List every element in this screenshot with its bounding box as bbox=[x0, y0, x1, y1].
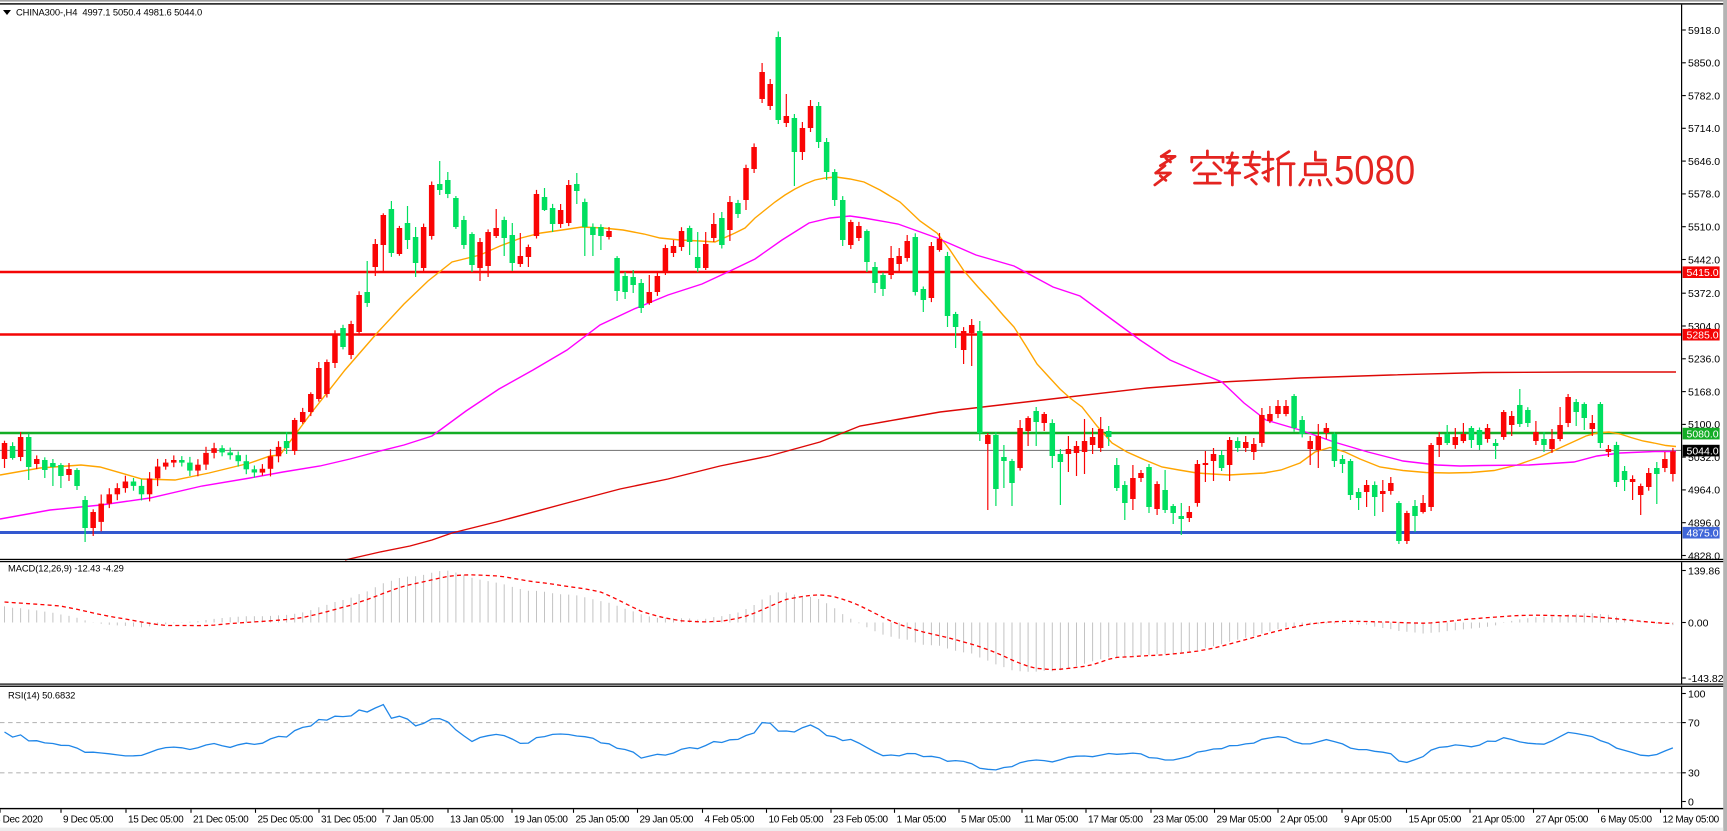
svg-text:5 Mar 05:00: 5 Mar 05:00 bbox=[961, 814, 1011, 825]
svg-text:21 Dec 05:00: 21 Dec 05:00 bbox=[193, 814, 249, 825]
svg-text:6 May 05:00: 6 May 05:00 bbox=[1601, 814, 1653, 825]
svg-text:17 Mar 05:00: 17 Mar 05:00 bbox=[1088, 814, 1144, 825]
svg-text:4828.0: 4828.0 bbox=[1688, 550, 1720, 562]
svg-text:10 Feb 05:00: 10 Feb 05:00 bbox=[769, 814, 825, 825]
svg-text:5168.0: 5168.0 bbox=[1688, 386, 1720, 398]
svg-text:3 Dec 2020: 3 Dec 2020 bbox=[0, 814, 43, 825]
svg-text:5782.0: 5782.0 bbox=[1688, 90, 1720, 102]
svg-text:30: 30 bbox=[1688, 768, 1700, 780]
svg-text:11 Mar 05:00: 11 Mar 05:00 bbox=[1024, 814, 1079, 825]
svg-text:25 Dec 05:00: 25 Dec 05:00 bbox=[258, 814, 314, 825]
svg-text:5442.0: 5442.0 bbox=[1688, 254, 1720, 266]
svg-text:7 Jan 05:00: 7 Jan 05:00 bbox=[385, 814, 434, 825]
svg-text:-143.82: -143.82 bbox=[1688, 673, 1724, 685]
svg-text:4964.0: 4964.0 bbox=[1688, 485, 1720, 497]
svg-text:4 Feb 05:00: 4 Feb 05:00 bbox=[705, 814, 755, 825]
svg-text:31 Dec 05:00: 31 Dec 05:00 bbox=[321, 814, 377, 825]
svg-text:5080: 5080 bbox=[1334, 148, 1415, 193]
svg-text:29 Mar 05:00: 29 Mar 05:00 bbox=[1217, 814, 1273, 825]
svg-text:5044.0: 5044.0 bbox=[1687, 445, 1719, 457]
svg-text:4875.0: 4875.0 bbox=[1687, 528, 1719, 540]
svg-text:5850.0: 5850.0 bbox=[1688, 58, 1720, 70]
svg-text:0.00: 0.00 bbox=[1688, 617, 1709, 629]
svg-text:12 May 05:00: 12 May 05:00 bbox=[1663, 814, 1720, 825]
svg-text:1 Mar 05:00: 1 Mar 05:00 bbox=[897, 814, 947, 825]
svg-text:70: 70 bbox=[1688, 717, 1700, 729]
svg-text:RSI(14) 50.6832: RSI(14) 50.6832 bbox=[8, 690, 75, 701]
svg-text:13 Jan 05:00: 13 Jan 05:00 bbox=[450, 814, 504, 825]
svg-text:5285.0: 5285.0 bbox=[1687, 330, 1719, 342]
svg-text:5578.0: 5578.0 bbox=[1688, 189, 1720, 201]
svg-text:4896.0: 4896.0 bbox=[1688, 518, 1720, 530]
svg-text:15 Apr 05:00: 15 Apr 05:00 bbox=[1409, 814, 1462, 825]
svg-text:MACD(12,26,9) -12.43 -4.29: MACD(12,26,9) -12.43 -4.29 bbox=[8, 563, 124, 574]
svg-text:5415.0: 5415.0 bbox=[1687, 267, 1719, 279]
svg-text:2 Apr 05:00: 2 Apr 05:00 bbox=[1280, 814, 1328, 825]
svg-text:25 Jan 05:00: 25 Jan 05:00 bbox=[576, 814, 630, 825]
svg-text:19 Jan 05:00: 19 Jan 05:00 bbox=[514, 814, 568, 825]
svg-text:100: 100 bbox=[1688, 688, 1706, 700]
svg-text:27 Apr 05:00: 27 Apr 05:00 bbox=[1536, 814, 1589, 825]
svg-text:0: 0 bbox=[1688, 796, 1694, 808]
svg-text:5510.0: 5510.0 bbox=[1688, 222, 1720, 234]
svg-text:5372.0: 5372.0 bbox=[1688, 288, 1720, 300]
svg-text:29 Jan 05:00: 29 Jan 05:00 bbox=[640, 814, 694, 825]
svg-text:9 Apr 05:00: 9 Apr 05:00 bbox=[1344, 814, 1392, 825]
svg-text:23 Mar 05:00: 23 Mar 05:00 bbox=[1153, 814, 1209, 825]
svg-text:9 Dec 05:00: 9 Dec 05:00 bbox=[63, 814, 114, 825]
svg-text:139.86: 139.86 bbox=[1688, 565, 1720, 577]
svg-text:5646.0: 5646.0 bbox=[1688, 156, 1720, 168]
svg-text:5918.0: 5918.0 bbox=[1688, 25, 1720, 37]
svg-text:5236.0: 5236.0 bbox=[1688, 354, 1720, 366]
svg-text:23 Feb 05:00: 23 Feb 05:00 bbox=[833, 814, 889, 825]
svg-text:CHINA300-,H4 4997.1 5050.4 49: CHINA300-,H4 4997.1 5050.4 4981.6 5044.0 bbox=[16, 7, 202, 18]
svg-text:5714.0: 5714.0 bbox=[1688, 123, 1720, 135]
svg-text:21 Apr 05:00: 21 Apr 05:00 bbox=[1472, 814, 1525, 825]
svg-text:5080.0: 5080.0 bbox=[1687, 428, 1719, 440]
svg-text:15 Dec 05:00: 15 Dec 05:00 bbox=[128, 814, 184, 825]
